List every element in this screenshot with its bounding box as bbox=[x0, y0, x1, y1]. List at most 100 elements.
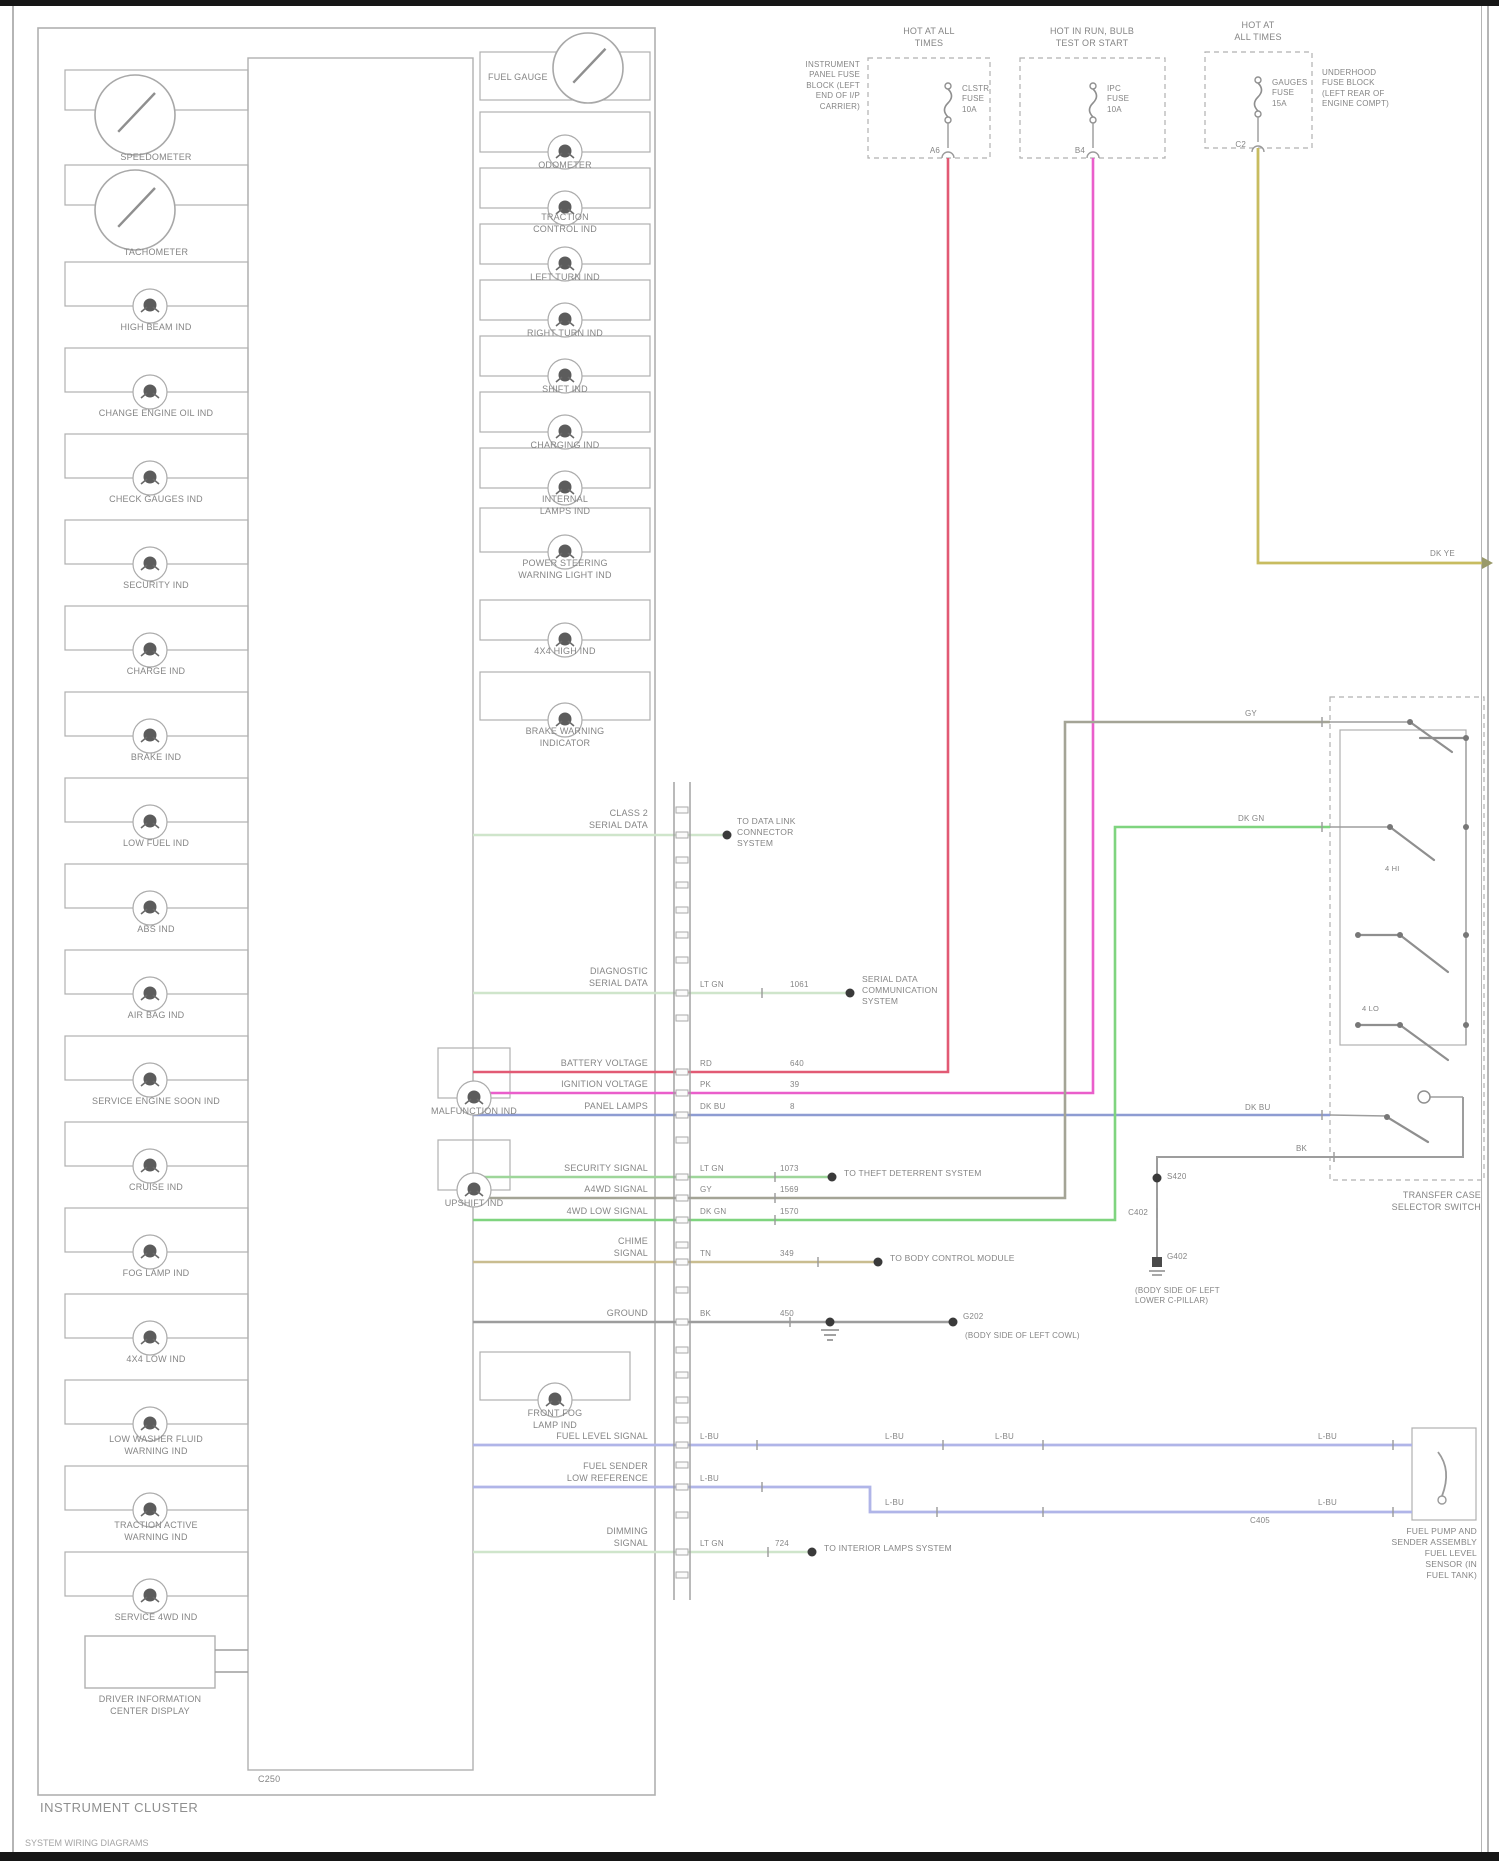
label-4x4-high-ind: 4X4 HIGH IND bbox=[534, 646, 595, 658]
label-g402-loc: (BODY SIDE OF LEFT LOWER C-PILLAR) bbox=[1135, 1286, 1220, 1307]
bulb-right-3-filament bbox=[558, 256, 572, 270]
bulb-right-1-ray-r bbox=[567, 152, 575, 159]
label-fuse-b-pin-line-0: B4 bbox=[1074, 146, 1085, 155]
label-4x4-low-ind: 4X4 LOW IND bbox=[126, 1354, 185, 1366]
label-power-steering-ind-line-0: POWER STEERING bbox=[522, 558, 608, 568]
label-upshift-ind-line-0: UPSHIFT IND bbox=[444, 1198, 504, 1208]
label-fuse-c-side-line-3: ENGINE COMPT) bbox=[1322, 99, 1390, 109]
label-transfer-case-switch-line-1: SELECTOR SWITCH bbox=[1391, 1201, 1481, 1212]
bulb-right-7-ray-r bbox=[567, 488, 575, 495]
label-row-fuel-lowref-line-1: LOW REFERENCE bbox=[566, 1472, 648, 1483]
label-code-lbu-5-line-0: L-BU bbox=[700, 1474, 720, 1483]
bulb-left-10-filament bbox=[143, 1072, 157, 1086]
bulb-left-1-filament bbox=[143, 298, 157, 312]
label-sys-datalink: TO DATA LINK CONNECTOR SYSTEM bbox=[737, 816, 796, 849]
driver-info-box bbox=[84, 1635, 216, 1689]
label-code-lbu-4: L-BU bbox=[1318, 1432, 1337, 1442]
switch-blade-4 bbox=[1398, 1023, 1450, 1062]
bulb-right-1-ray-l bbox=[555, 152, 563, 159]
label-fuse-b-header-line-1: TEST OR START bbox=[1055, 37, 1129, 48]
label-sys-serial-line-2: SYSTEM bbox=[862, 996, 899, 1007]
label-fog-lamp-ind-line-0: FOG LAMP IND bbox=[122, 1268, 190, 1278]
label-fuse-a-side: INSTRUMENT PANEL FUSE BLOCK (LEFT END OF I/… bbox=[806, 60, 860, 112]
wire-fuel-sender-low-ref bbox=[473, 1485, 1412, 1514]
label-fuse-c-side-line-0: UNDERHOOD bbox=[1322, 68, 1377, 77]
fuse-b-element-element bbox=[1088, 88, 1098, 118]
connector-pin-mark bbox=[675, 831, 689, 839]
bulb-right-3-ray-l bbox=[555, 264, 563, 271]
bulb-left-5-filament bbox=[143, 642, 157, 656]
label-row-a4wd: A4WD SIGNAL bbox=[584, 1184, 648, 1196]
label-fuse-c-element: GAUGES FUSE 15A bbox=[1272, 78, 1307, 109]
bulb-left-12-ray-r bbox=[152, 1252, 160, 1259]
label-fuse-b-element: IPC FUSE 10A bbox=[1107, 84, 1129, 115]
fuse-a-element-bottom-terminal bbox=[944, 116, 952, 124]
bulb-right-4-ray-r bbox=[567, 320, 575, 327]
label-power-steering-ind: POWER STEERING WARNING LIGHT IND bbox=[518, 558, 611, 581]
label-code-dkbu-top-line-0: DK BU bbox=[1245, 1103, 1271, 1112]
junction-security bbox=[827, 1172, 837, 1182]
bulb-left-6-filament bbox=[143, 728, 157, 742]
label-code-rd-line-0: RD bbox=[700, 1059, 712, 1068]
label-code-lbu-7-line-0: L-BU bbox=[1318, 1498, 1338, 1507]
connector-pin-mark bbox=[675, 1396, 689, 1404]
label-internal-lamps-ind: INTERNAL LAMPS IND bbox=[540, 494, 590, 517]
label-fuse-c-pin-line-0: C2 bbox=[1235, 140, 1246, 149]
connector-pin-mark bbox=[675, 1136, 689, 1144]
fuse-a-element-element bbox=[943, 88, 953, 118]
label-row-a4wd-line-0: A4WD SIGNAL bbox=[584, 1184, 648, 1194]
bulb-right-4-filament bbox=[558, 312, 572, 326]
label-fuse-b-header: HOT IN RUN, BULB TEST OR START bbox=[1050, 26, 1134, 49]
label-code-ltgn-1: LT GN bbox=[700, 980, 724, 990]
label-sys-serial-line-1: COMMUNICATION bbox=[862, 985, 938, 996]
label-row-security-line-0: SECURITY SIGNAL bbox=[564, 1163, 648, 1173]
bulb-left-14-ray-l bbox=[140, 1424, 148, 1431]
bulb-left-9-ray-r bbox=[152, 994, 160, 1001]
label-fuse-a-side-line-3: END OF I/P bbox=[815, 91, 860, 101]
fuse-b-element-bottom-terminal bbox=[1089, 116, 1097, 124]
label-row-diagnostic-line-1: SERIAL DATA bbox=[588, 977, 648, 988]
label-fuse-c-header: HOT AT ALL TIMES bbox=[1234, 20, 1281, 43]
bulb-right-2-ray-r bbox=[567, 208, 575, 215]
junction-class2 bbox=[722, 830, 732, 840]
connector-pin-mark bbox=[675, 1346, 689, 1354]
connector-pin-mark bbox=[675, 906, 689, 914]
label-service-engine-ind: SERVICE ENGINE SOON IND bbox=[92, 1096, 220, 1108]
label-g202-line-0: G202 bbox=[963, 1312, 984, 1321]
label-c405-line-0: C405 bbox=[1250, 1516, 1270, 1525]
label-fuse-c-side: UNDERHOOD FUSE BLOCK (LEFT REAR OF ENGINE C… bbox=[1322, 68, 1389, 110]
label-air-bag-ind: AIR BAG IND bbox=[128, 1010, 185, 1022]
label-cct-450-line-0: 450 bbox=[780, 1309, 794, 1318]
label-code-lbu-6: L-BU bbox=[885, 1498, 904, 1508]
label-c250-line-0: C250 bbox=[258, 1774, 281, 1784]
label-fuse-c-side-line-1: FUSE BLOCK bbox=[1322, 78, 1375, 88]
label-fuse-c-pin: C2 bbox=[1235, 140, 1246, 150]
label-fuel-gauge-line-0: FUEL GAUGE bbox=[488, 72, 548, 82]
bulb-left-15-ray-r bbox=[152, 1510, 160, 1517]
label-sys-theft-line-0: TO THEFT DETERRENT SYSTEM bbox=[844, 1168, 982, 1178]
label-security-ind-line-0: SECURITY IND bbox=[123, 580, 189, 590]
label-charge-ind-line-0: CHARGE IND bbox=[126, 666, 186, 676]
label-sys-theft: TO THEFT DETERRENT SYSTEM bbox=[844, 1168, 982, 1179]
page-bottom-border bbox=[0, 1852, 1499, 1861]
transfer-case-switch-inner bbox=[1339, 729, 1467, 1046]
bulb-left-15-ray-l bbox=[140, 1510, 148, 1517]
label-code-dkbu-top: DK BU bbox=[1245, 1103, 1270, 1113]
bulb-left-12-filament bbox=[143, 1244, 157, 1258]
bulb-mid-1-ray-l bbox=[464, 1098, 472, 1105]
bulb-left-13-filament bbox=[143, 1330, 157, 1344]
label-row-dimming-line-1: SIGNAL bbox=[613, 1537, 648, 1548]
label-code-gy: GY bbox=[700, 1185, 712, 1195]
bulb-left-14-ray-r bbox=[152, 1424, 160, 1431]
fuse-a-element-top-terminal bbox=[944, 82, 952, 90]
label-cct-724: 724 bbox=[775, 1539, 789, 1549]
label-code-lbu-6-line-0: L-BU bbox=[885, 1498, 905, 1507]
label-code-ltgn-3-line-0: LT GN bbox=[700, 1539, 724, 1548]
label-fuse-a-side-line-1: PANEL FUSE bbox=[809, 70, 860, 80]
switch-contact-3a bbox=[1355, 932, 1361, 938]
label-fuse-a-side-line-4: CARRIER) bbox=[819, 101, 860, 111]
label-switch-4lo: 4 LO bbox=[1362, 1004, 1379, 1014]
label-row-diagnostic-line-0: DIAGNOSTIC bbox=[589, 966, 648, 976]
label-traction-control-ind-line-1: CONTROL IND bbox=[533, 223, 597, 234]
cluster-board bbox=[247, 57, 474, 1771]
